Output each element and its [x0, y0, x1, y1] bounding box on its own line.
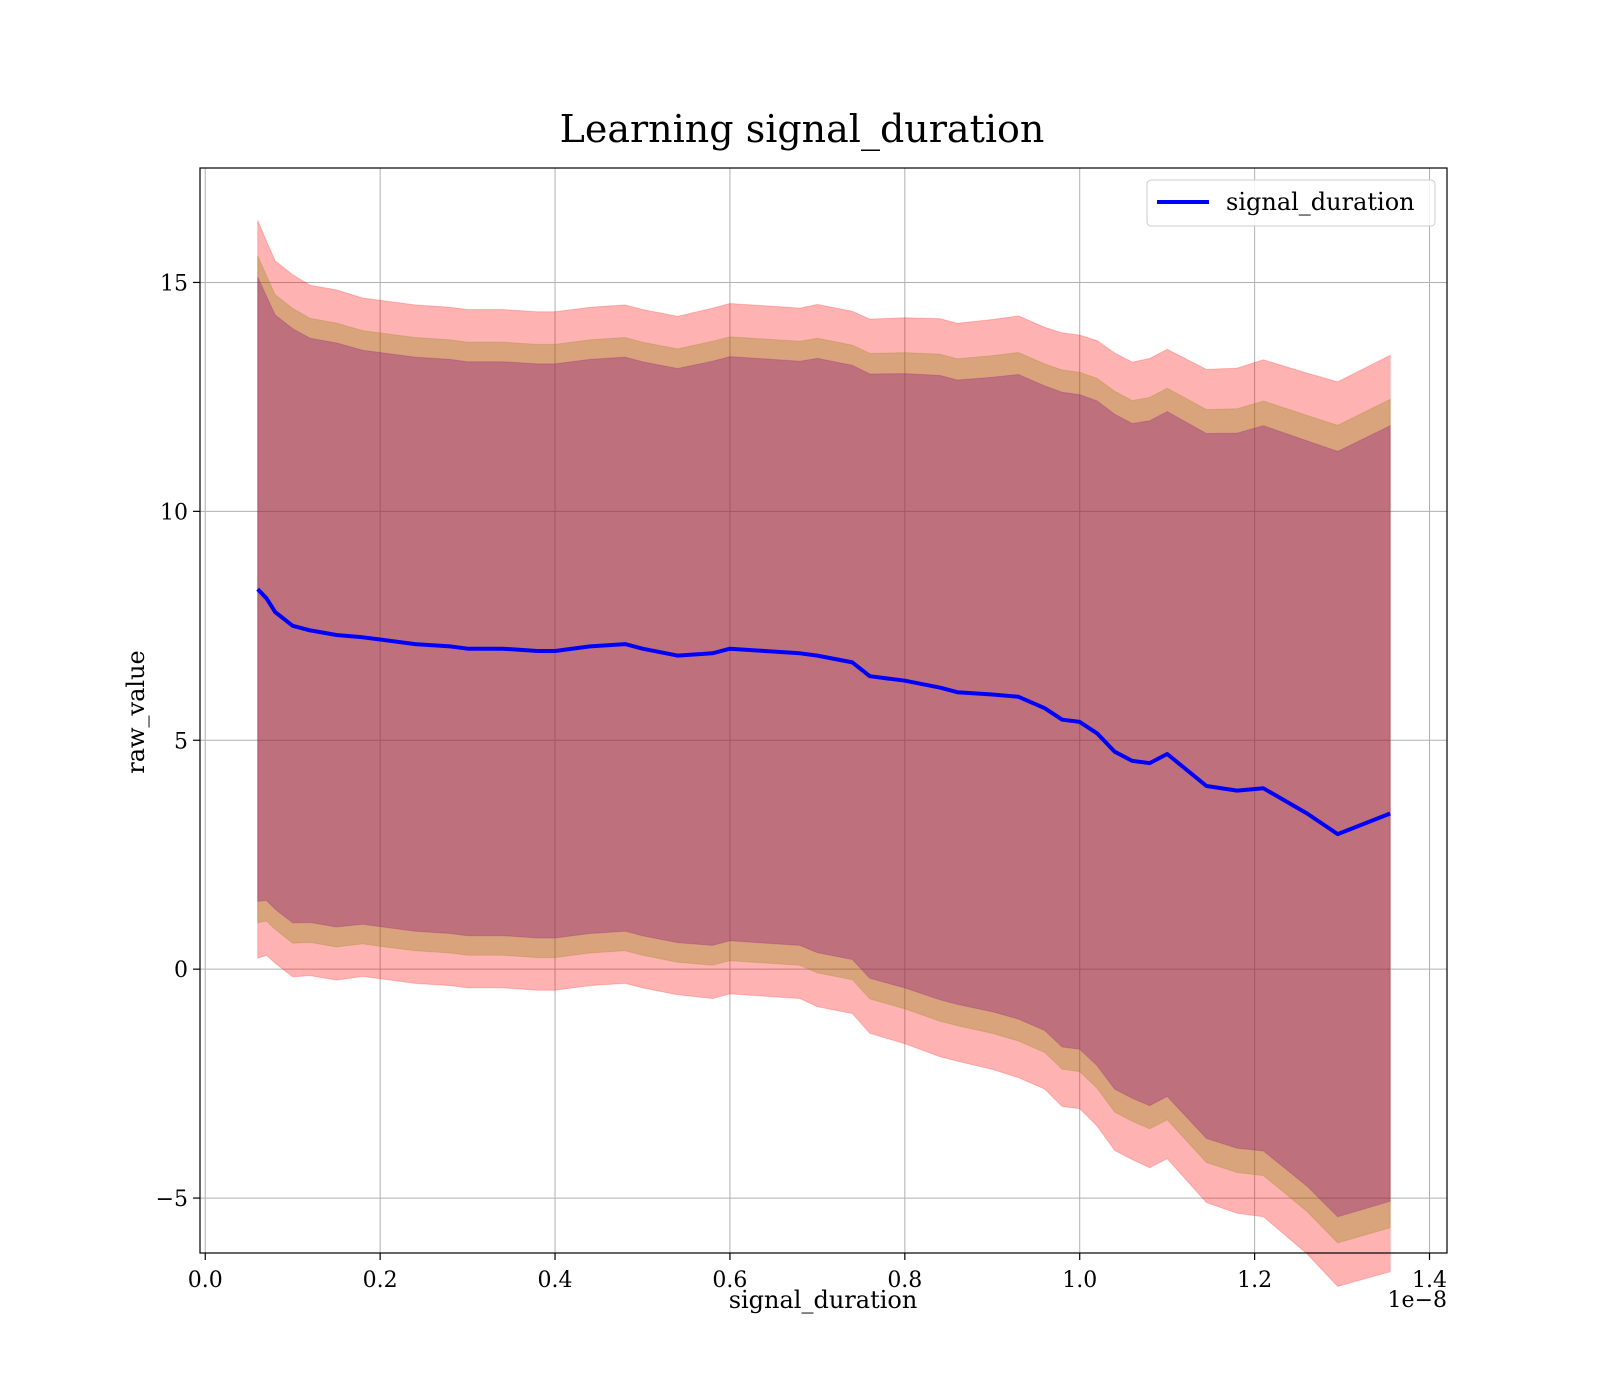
y-tick-label: 5	[174, 729, 188, 754]
series-lines	[256, 587, 1391, 837]
plot-background	[200, 168, 1447, 1253]
y-tick-label: −5	[156, 1187, 188, 1212]
std-band	[257, 220, 1391, 1287]
grid-lines	[200, 168, 1447, 1253]
x-tick-label: 1.2	[1237, 1268, 1272, 1293]
series-line-signal-duration	[256, 587, 1391, 837]
x-tick-label: 0.6	[712, 1268, 747, 1293]
x-tick-label: 0.0	[188, 1268, 223, 1293]
x-tick-label: 0.4	[538, 1268, 573, 1293]
x-tick-label: 1.4	[1412, 1268, 1447, 1293]
x-axis-ticks: 0.0 0.2 0.4 0.6 0.8 1.0 1.2 1.4	[188, 1253, 1447, 1293]
y-tick-label: 15	[160, 271, 188, 296]
std-band	[257, 276, 1391, 1218]
y-axis-label: raw_value	[122, 650, 150, 774]
std-bands	[257, 220, 1391, 1287]
plot-area	[199, 167, 1448, 1287]
plot-frame	[199, 167, 1448, 1254]
y-axis-ticks: −5 0 5 10 15	[156, 271, 200, 1212]
x-axis-label: signal_duration	[729, 1286, 918, 1314]
std-band	[257, 255, 1391, 1244]
x-tick-label: 0.2	[363, 1268, 398, 1293]
legend-label: signal_duration	[1226, 188, 1415, 216]
legend-box	[1146, 179, 1436, 227]
legend: signal_duration	[1146, 179, 1436, 227]
chart-title: Learning signal_duration	[560, 107, 1045, 152]
y-tick-label: 10	[160, 500, 188, 525]
x-axis-offset-label: 1e−8	[1388, 1288, 1447, 1313]
x-tick-label: 1.0	[1062, 1268, 1097, 1293]
y-tick-label: 0	[174, 958, 188, 983]
x-tick-label: 0.8	[887, 1268, 922, 1293]
